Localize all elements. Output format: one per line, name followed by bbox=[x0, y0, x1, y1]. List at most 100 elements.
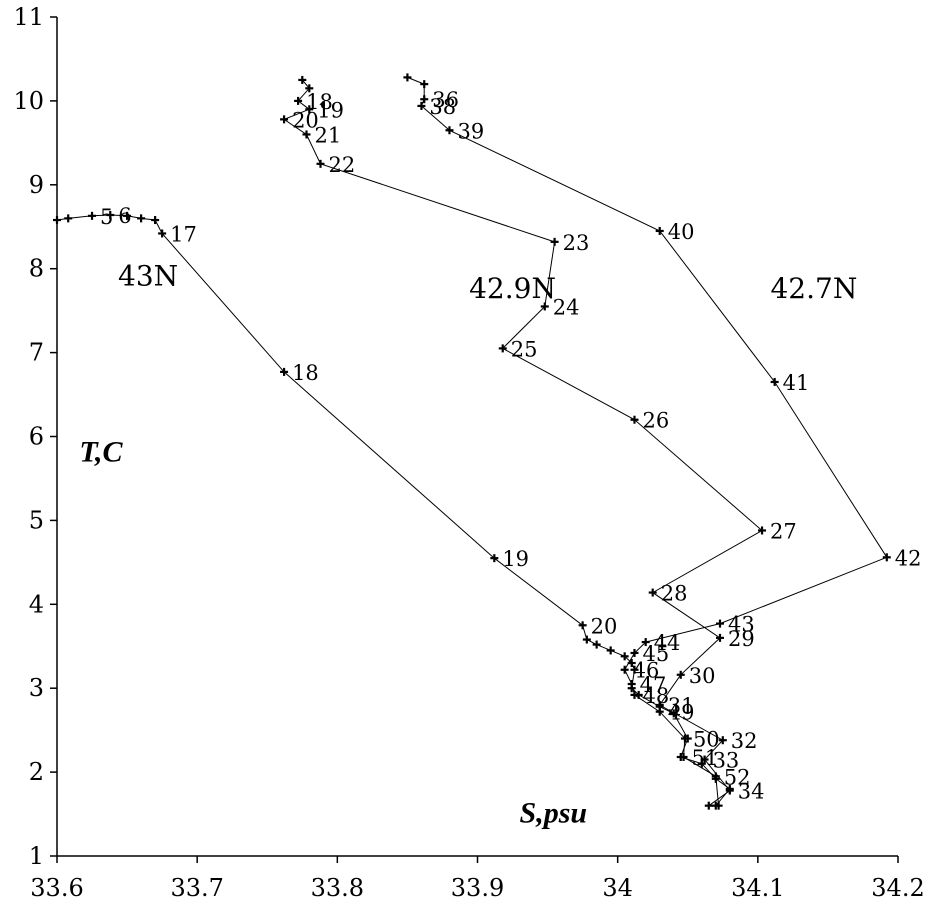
data-point-label: 20 bbox=[591, 614, 618, 638]
series-name-labels: 43N 42.9N 42.7N bbox=[118, 259, 857, 305]
data-point-label: 51 bbox=[692, 746, 719, 770]
data-point-marker bbox=[630, 415, 639, 424]
data-point-label: 42 bbox=[895, 546, 922, 570]
data-point-label: 48 bbox=[642, 684, 669, 708]
y-tick-label: 3 bbox=[29, 674, 44, 702]
data-point-marker bbox=[655, 700, 664, 709]
series-name-label: 42.7N bbox=[770, 272, 857, 305]
data-point-marker bbox=[280, 115, 289, 124]
data-point-label: 18 bbox=[292, 361, 319, 385]
data-point-label: 40 bbox=[668, 220, 695, 244]
data-point-marker bbox=[88, 211, 97, 220]
x-tick-label: 34.2 bbox=[871, 874, 924, 902]
data-point-marker bbox=[711, 772, 720, 781]
data-point-label: 50 bbox=[693, 728, 720, 752]
data-point-marker bbox=[630, 648, 639, 657]
data-point-marker bbox=[592, 640, 601, 649]
y-ticks: 1 2 3 4 5 6 7 8 9 10 11 bbox=[13, 3, 57, 870]
data-point-label: 33 bbox=[713, 749, 740, 773]
data-point-marker bbox=[620, 652, 629, 661]
data-point-marker bbox=[582, 635, 591, 644]
x-tick-label: 34.1 bbox=[731, 874, 784, 902]
data-point-label: 19 bbox=[317, 98, 344, 122]
data-point-marker bbox=[420, 80, 429, 89]
y-tick-label: 5 bbox=[29, 506, 44, 534]
x-tick-label: 33.9 bbox=[451, 874, 504, 902]
data-point-label: 18 bbox=[306, 90, 333, 114]
series-line bbox=[283, 79, 763, 807]
data-point-marker bbox=[704, 801, 713, 810]
data-point-label: 32 bbox=[731, 729, 758, 753]
series-name-label: 42.9N bbox=[469, 272, 556, 305]
data-point-marker bbox=[758, 526, 767, 535]
y-tick-label: 7 bbox=[29, 339, 44, 367]
data-point-marker bbox=[305, 84, 314, 93]
data-point-marker bbox=[700, 755, 709, 764]
data-point-marker bbox=[655, 707, 664, 716]
x-tick-label: 33.6 bbox=[30, 874, 83, 902]
data-point-marker bbox=[725, 786, 734, 795]
y-tick-label: 11 bbox=[13, 3, 44, 31]
data-point-marker bbox=[715, 633, 724, 642]
data-point-label: 22 bbox=[329, 153, 356, 177]
data-point-label: 49 bbox=[668, 701, 695, 725]
data-point-marker bbox=[498, 344, 507, 353]
data-point-label: 44 bbox=[654, 631, 681, 655]
data-point-marker bbox=[280, 367, 289, 376]
data-point-marker bbox=[680, 734, 689, 743]
data-point-label: 39 bbox=[457, 119, 484, 143]
data-point-marker bbox=[882, 553, 891, 562]
data-point-label: 41 bbox=[783, 371, 810, 395]
data-point-marker bbox=[420, 95, 429, 104]
data-point-label: 43 bbox=[728, 613, 755, 637]
data-point-marker bbox=[697, 759, 706, 768]
data-point-marker bbox=[445, 126, 454, 135]
data-point-marker bbox=[715, 619, 724, 628]
data-point-label: 26 bbox=[642, 409, 669, 433]
x-tick-label: 33.8 bbox=[311, 874, 364, 902]
data-point-label: 27 bbox=[770, 519, 797, 543]
y-tick-label: 10 bbox=[13, 87, 44, 115]
data-point-label: 31 bbox=[668, 694, 695, 718]
data-point-marker bbox=[630, 690, 639, 699]
data-point-marker bbox=[490, 554, 499, 563]
data-point-label: 47 bbox=[640, 673, 667, 697]
data-point-marker bbox=[770, 377, 779, 386]
data-point-marker bbox=[578, 621, 587, 630]
data-point-marker bbox=[305, 105, 314, 114]
data-point-marker bbox=[630, 665, 639, 674]
x-axis-title: S,psu bbox=[520, 796, 588, 829]
data-point-marker bbox=[123, 211, 132, 220]
data-point-marker bbox=[158, 229, 167, 238]
data-point-marker bbox=[655, 226, 664, 235]
data-point-label: 52 bbox=[724, 765, 751, 789]
y-tick-label: 2 bbox=[29, 758, 44, 786]
data-point-label: 29 bbox=[728, 627, 755, 651]
y-axis-title: T,C bbox=[79, 436, 123, 469]
data-point-marker bbox=[676, 670, 685, 679]
data-point-marker bbox=[316, 159, 325, 168]
data-point-label: 19 bbox=[502, 547, 529, 571]
data-point-label: 34 bbox=[738, 780, 765, 804]
data-point-marker bbox=[151, 216, 160, 225]
series-layer bbox=[53, 73, 891, 810]
data-point-label: 30 bbox=[689, 664, 716, 688]
data-point-marker bbox=[641, 638, 650, 647]
x-tick-label: 33.7 bbox=[170, 874, 223, 902]
data-point-label: 28 bbox=[661, 582, 688, 606]
data-point-marker bbox=[627, 680, 636, 689]
data-point-label: 36 bbox=[432, 88, 459, 112]
data-point-marker bbox=[137, 214, 146, 223]
data-point-marker bbox=[403, 73, 412, 82]
series-name-label: 43N bbox=[118, 259, 178, 292]
data-point-marker bbox=[714, 801, 723, 810]
point-labels: 5 617181920181920212223242526272829303132… bbox=[100, 88, 921, 803]
data-point-marker bbox=[679, 752, 688, 761]
data-point-label: 6 bbox=[118, 204, 131, 228]
data-point-marker bbox=[620, 665, 629, 674]
data-point-label: 38 bbox=[429, 95, 456, 119]
data-point-label: 25 bbox=[511, 337, 538, 361]
x-tick-label: 34 bbox=[602, 874, 633, 902]
data-point-marker bbox=[540, 302, 549, 311]
